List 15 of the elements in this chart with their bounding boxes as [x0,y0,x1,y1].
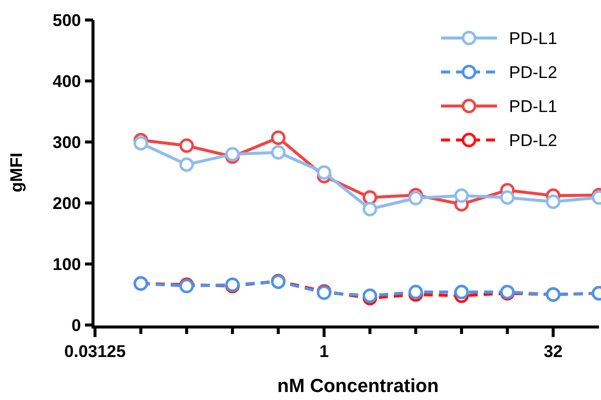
y-tick-label: 400 [52,72,81,91]
legend-label: PD-L2 [509,62,558,82]
y-tick-label: 100 [52,254,81,274]
y-tick-label: 300 [52,132,81,152]
legend-label: PD-L2 [509,130,558,150]
legend-label: PD-L1 [509,96,558,116]
legend-label: PD-L1 [509,28,558,48]
x-axis-title: nM Concentration [277,376,439,397]
y-tick-label: 200 [52,194,81,213]
y-tick-label: 500 [52,10,81,30]
x-tick-label: 1 [319,342,329,361]
x-tick-label: 0.03125 [64,342,126,361]
y-axis-title: gMFI [7,152,26,192]
y-tick-label: 0 [72,316,81,335]
x-tick-label: 32 [544,342,563,361]
